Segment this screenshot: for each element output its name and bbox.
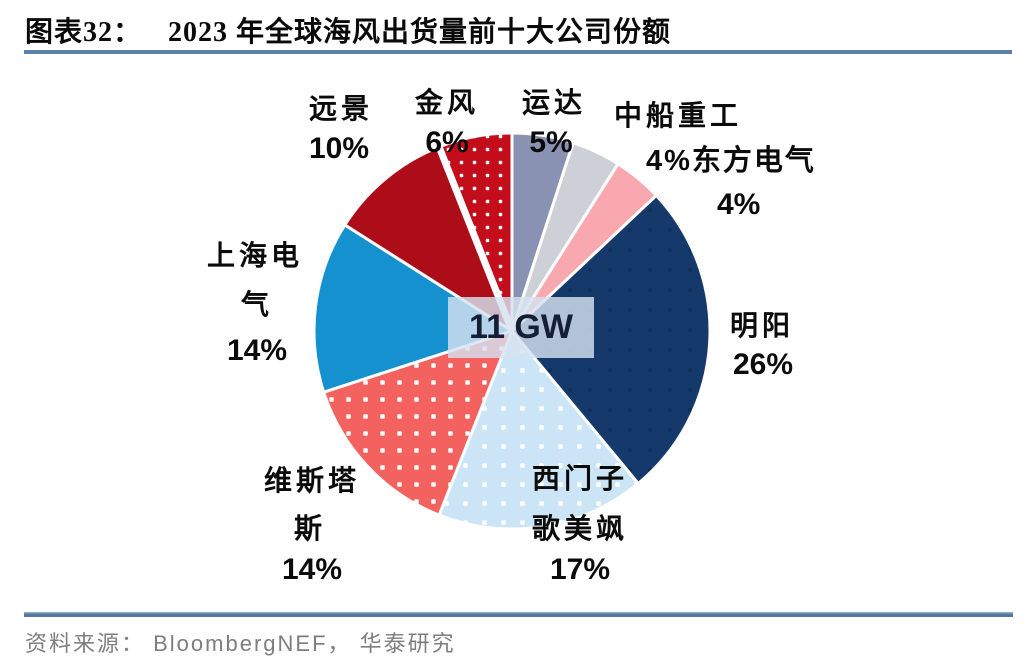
slice-label-yunda-pct: 5% — [529, 126, 573, 159]
figure-header: 图表32： 2023 年全球海风出货量前十大公司份额 — [25, 10, 671, 50]
slice-label-siemens-line2: 歌美飒 — [531, 514, 629, 545]
figure-title: 2023 年全球海风出货量前十大公司份额 — [168, 17, 672, 48]
slice-label-mingyang-pct: 26% — [732, 348, 794, 381]
slice-label-envision-name: 远景 — [308, 94, 374, 125]
slice-label-vestas-line2: 斯 — [293, 514, 327, 545]
slice-label-dongfang-pct: 4% — [717, 188, 761, 221]
footer-rule — [24, 612, 1013, 617]
pie-slice-4-明阳 — [510, 193, 712, 486]
figure-label: 图表32： — [25, 17, 143, 48]
slice-label-siemens-pct: 17% — [549, 553, 611, 586]
slice-label-goldwind-name: 金风 — [414, 88, 480, 119]
center-total-badge: 11 GW — [448, 297, 594, 358]
slice-label-siemens-line1: 西门子 — [531, 464, 629, 495]
pie-slice-5-西门子歌美飒 — [437, 329, 640, 531]
pie-slice-8-远景 — [343, 145, 514, 333]
title-underline — [24, 50, 1012, 54]
slice-label-vestas-pct: 14% — [281, 553, 343, 586]
slice-label-shanghai-line2: 气 — [240, 290, 274, 321]
source-attribution: 资料来源： BloombergNEF， 华泰研究 — [25, 631, 456, 656]
slice-label-yunda-name: 运达 — [521, 88, 587, 119]
slice-label-csic-pct-dongfang-name: 4%东方电气 — [646, 145, 816, 177]
slice-label-vestas-line1: 维斯塔 — [263, 466, 361, 497]
slice-label-goldwind-pct: 6% — [425, 126, 469, 159]
slice-label-envision-pct: 10% — [308, 132, 370, 165]
pie-slice-7-上海电气 — [312, 223, 514, 394]
slice-label-shanghai-line1: 上海电 — [206, 241, 304, 272]
center-total-text: 11 GW — [469, 308, 573, 346]
slice-label-shanghai-pct: 14% — [226, 334, 288, 367]
slice-label-csic-name: 中船重工 — [614, 101, 743, 132]
slice-label-mingyang-name: 明阳 — [729, 311, 795, 342]
